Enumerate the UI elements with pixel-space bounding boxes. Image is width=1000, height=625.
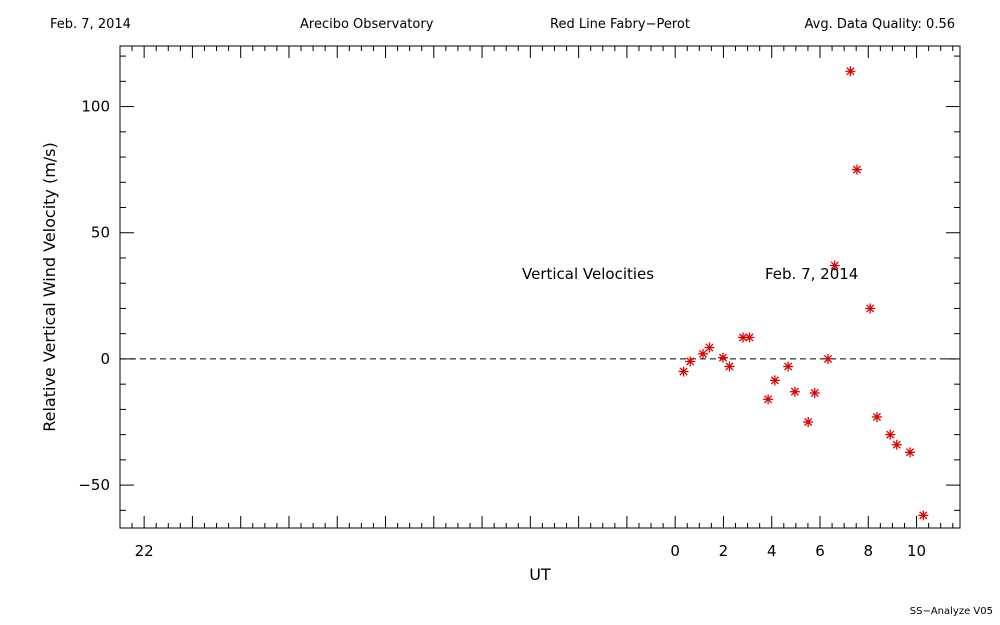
software-version: SS−Analyze V05 bbox=[909, 606, 993, 617]
data-point bbox=[871, 411, 882, 422]
x-tick-label: 0 bbox=[670, 542, 680, 560]
header-date: Feb. 7, 2014 bbox=[50, 17, 131, 32]
data-points bbox=[678, 66, 929, 521]
y-tick-label: 100 bbox=[81, 98, 110, 116]
x-tick-label: 22 bbox=[135, 542, 154, 560]
data-point bbox=[704, 342, 715, 353]
data-point bbox=[697, 348, 708, 359]
data-point bbox=[769, 375, 780, 386]
data-point bbox=[744, 332, 755, 343]
data-point bbox=[905, 447, 916, 458]
x-axis-ticks: 22 0 2 4 6 8 10 bbox=[119, 46, 954, 560]
y-tick-label: 0 bbox=[100, 350, 110, 368]
data-point bbox=[783, 361, 794, 372]
data-point bbox=[822, 353, 833, 364]
data-point bbox=[918, 510, 929, 521]
data-point bbox=[865, 303, 876, 314]
x-axis-label: UT bbox=[529, 565, 551, 584]
annotation-vertical-velocities: Vertical Velocities bbox=[522, 265, 654, 283]
header-data-quality: Avg. Data Quality: 0.56 bbox=[804, 17, 955, 32]
plot-frame bbox=[119, 45, 961, 529]
data-point bbox=[789, 386, 800, 397]
data-point bbox=[717, 352, 728, 363]
y-tick-label: −50 bbox=[78, 476, 110, 494]
data-point bbox=[829, 260, 840, 271]
data-point bbox=[685, 356, 696, 367]
x-tick-label: 6 bbox=[815, 542, 825, 560]
annotation-date: Feb. 7, 2014 bbox=[765, 265, 858, 283]
data-point bbox=[678, 366, 689, 377]
y-axis-ticks: −50 0 50 100 bbox=[78, 55, 960, 511]
data-point bbox=[803, 417, 814, 428]
header-observatory: Arecibo Observatory bbox=[300, 17, 434, 32]
x-tick-label: 10 bbox=[907, 542, 926, 560]
x-tick-label: 8 bbox=[864, 542, 874, 560]
data-point bbox=[809, 387, 820, 398]
data-point bbox=[738, 332, 748, 343]
header-instrument: Red Line Fabry−Perot bbox=[550, 17, 690, 32]
data-point bbox=[891, 439, 902, 450]
x-tick-label: 2 bbox=[719, 542, 729, 560]
data-point bbox=[724, 361, 735, 372]
y-tick-label: 50 bbox=[91, 224, 110, 242]
y-axis-label: Relative Vertical Wind Velocity (m/s) bbox=[40, 142, 59, 432]
data-point bbox=[763, 394, 774, 405]
x-tick-label: 4 bbox=[767, 542, 777, 560]
data-point bbox=[845, 66, 856, 77]
data-point bbox=[885, 429, 896, 440]
data-point bbox=[851, 164, 862, 175]
